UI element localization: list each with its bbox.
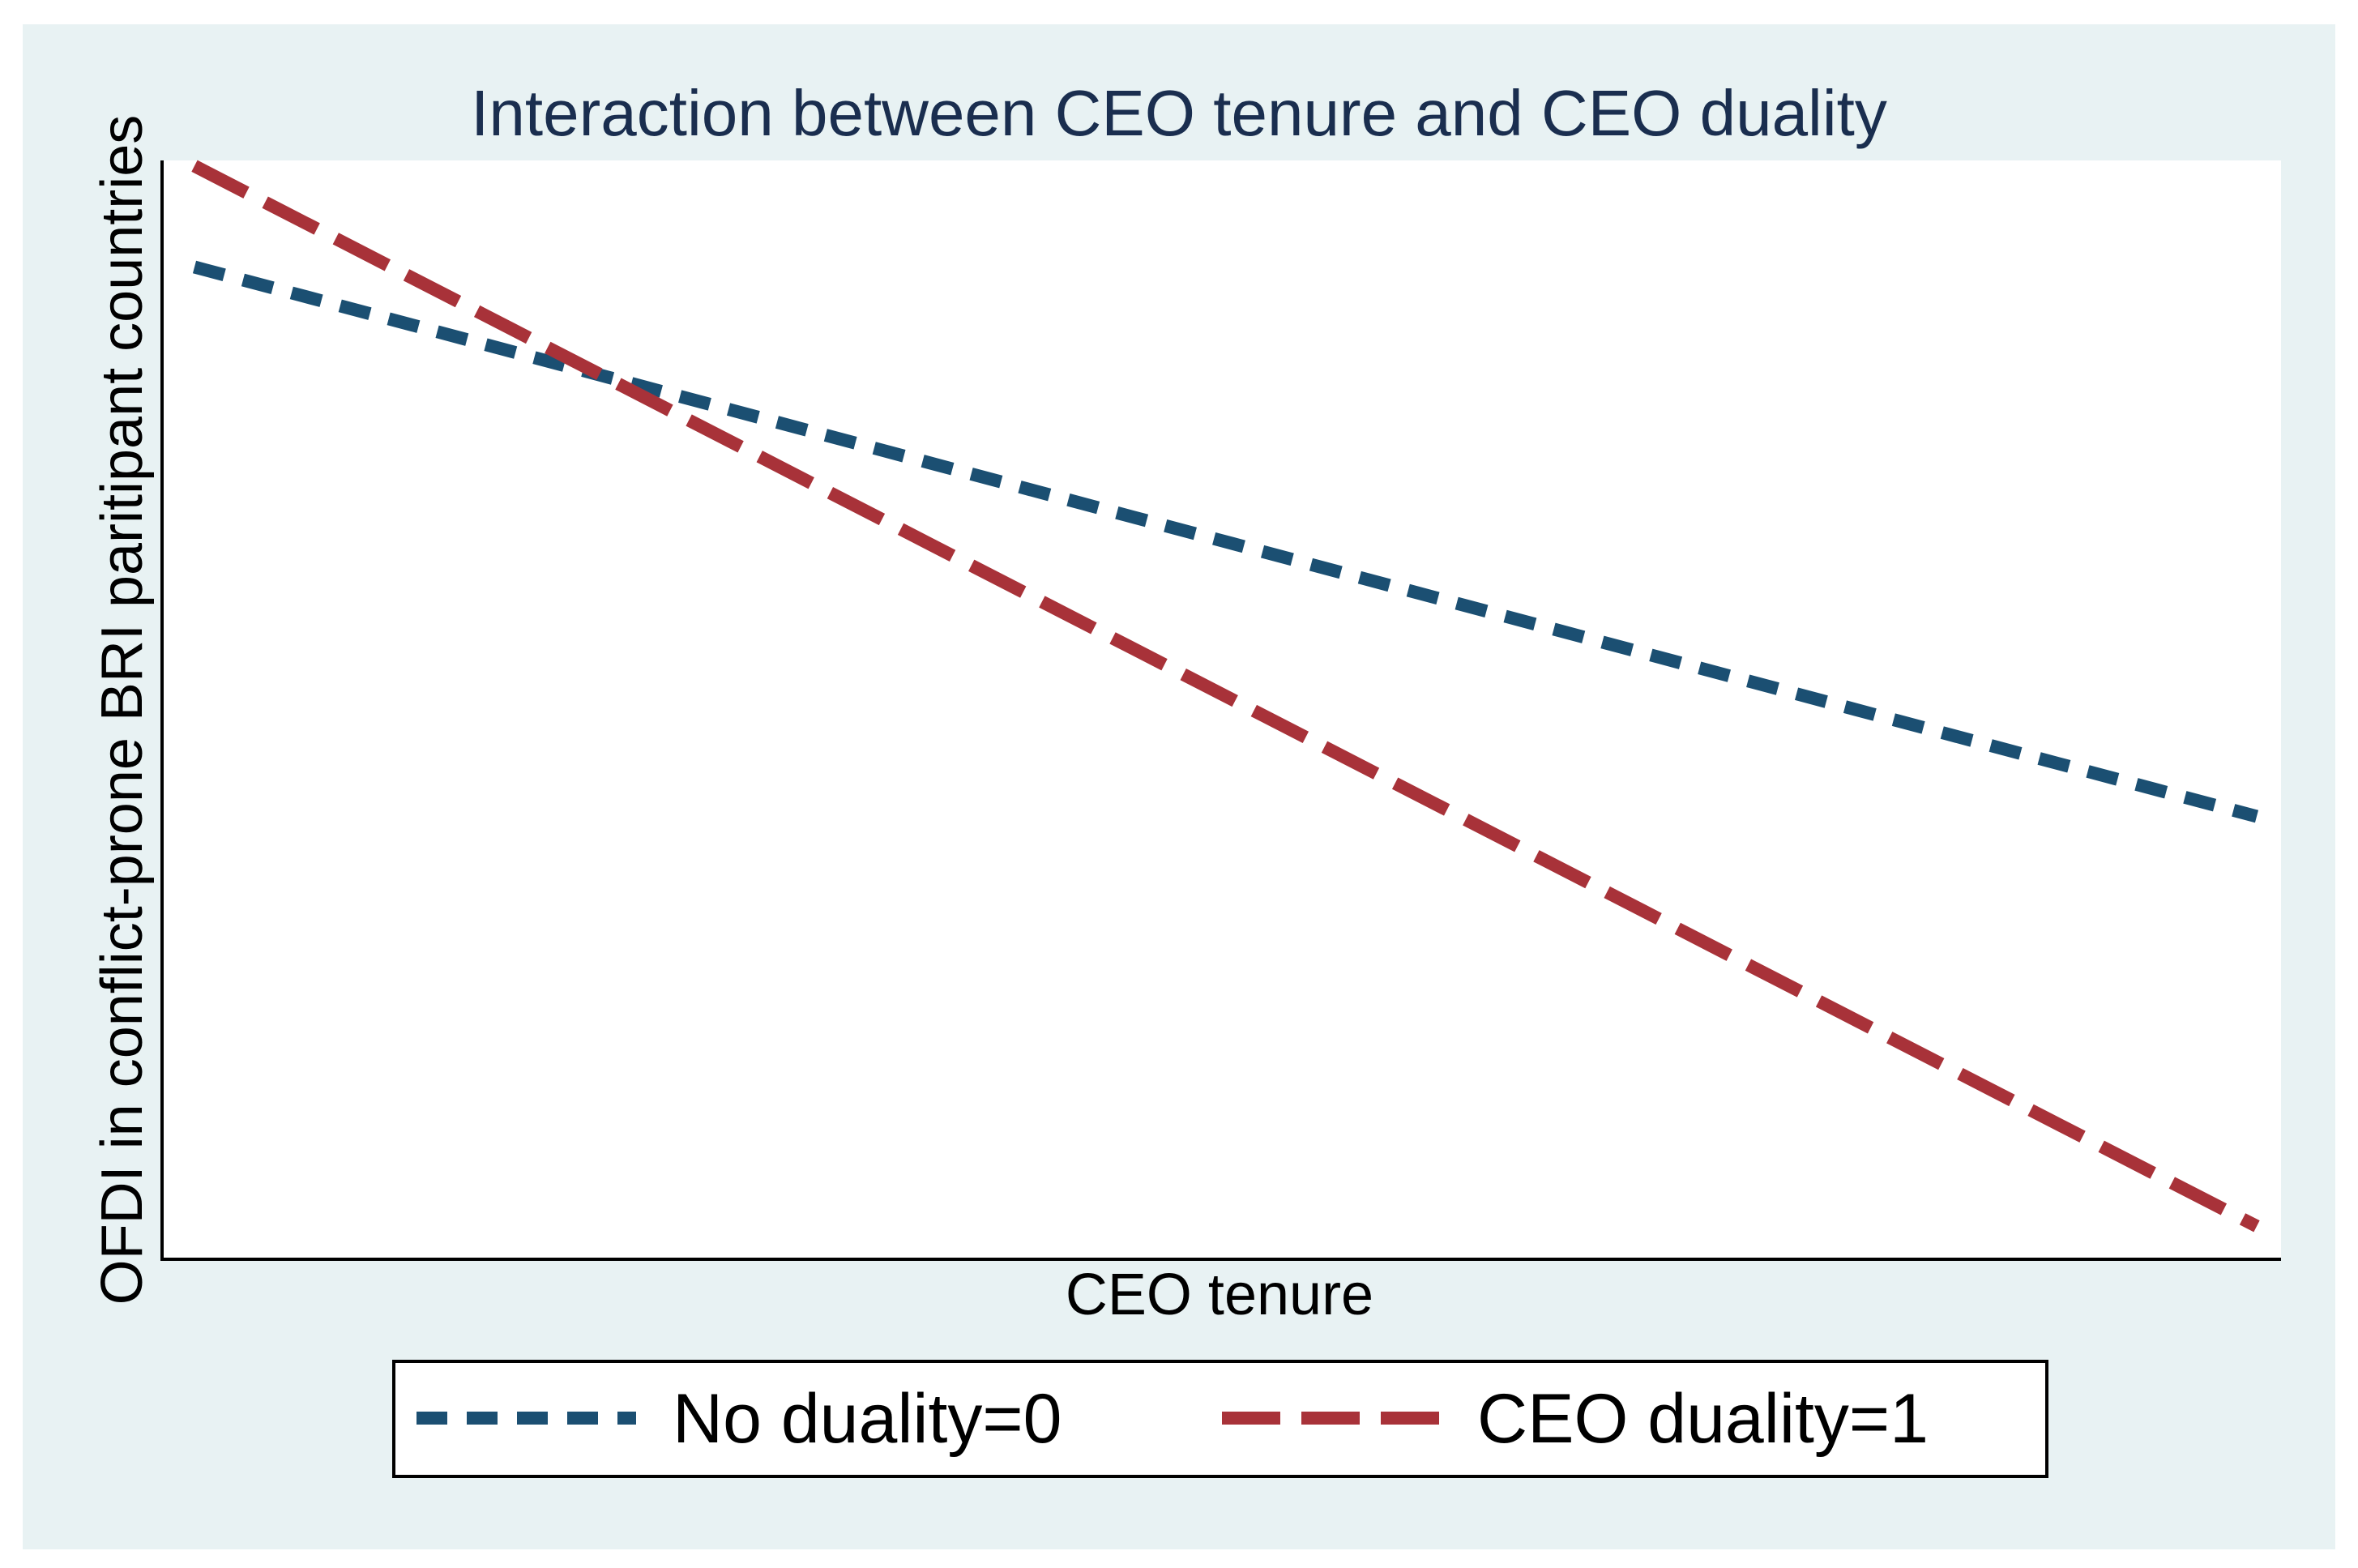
series-line-0: [192, 260, 2259, 823]
series-line-1: [191, 160, 2260, 1233]
plot-area: [162, 160, 2281, 1260]
x-axis-label: CEO tenure: [1066, 1263, 1373, 1327]
chart-title: Interaction between CEO tenure and CEO d…: [471, 77, 1887, 149]
legend-label-no-duality: No duality=0: [673, 1380, 1062, 1458]
legend-label-ceo-duality: CEO duality=1: [1477, 1380, 1929, 1458]
legend: No duality=0 CEO duality=1: [392, 1360, 2048, 1478]
legend-box: [392, 1360, 2048, 1478]
y-axis-label: OFDI in conflict-prone BRI paritipant co…: [90, 115, 155, 1305]
series-layer: [191, 160, 2260, 1233]
